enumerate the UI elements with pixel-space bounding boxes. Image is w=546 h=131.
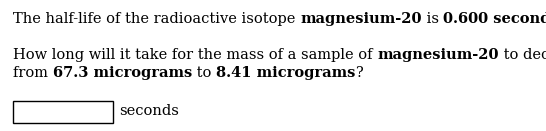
Text: 67.3 micrograms: 67.3 micrograms <box>52 66 192 80</box>
Text: magnesium-20: magnesium-20 <box>377 48 498 62</box>
Text: seconds: seconds <box>119 104 179 118</box>
Text: is: is <box>422 12 443 26</box>
Text: from: from <box>13 66 52 80</box>
Text: How long will it take for the mass of a sample of: How long will it take for the mass of a … <box>13 48 377 62</box>
Text: to decay: to decay <box>498 48 546 62</box>
Text: magnesium-20: magnesium-20 <box>300 12 422 26</box>
Text: The half-life of the radioactive isotope: The half-life of the radioactive isotope <box>13 12 300 26</box>
Text: 0.600 seconds: 0.600 seconds <box>443 12 546 26</box>
Text: to: to <box>192 66 216 80</box>
Text: 8.41 micrograms: 8.41 micrograms <box>216 66 355 80</box>
Text: ?: ? <box>355 66 363 80</box>
FancyBboxPatch shape <box>13 101 113 123</box>
